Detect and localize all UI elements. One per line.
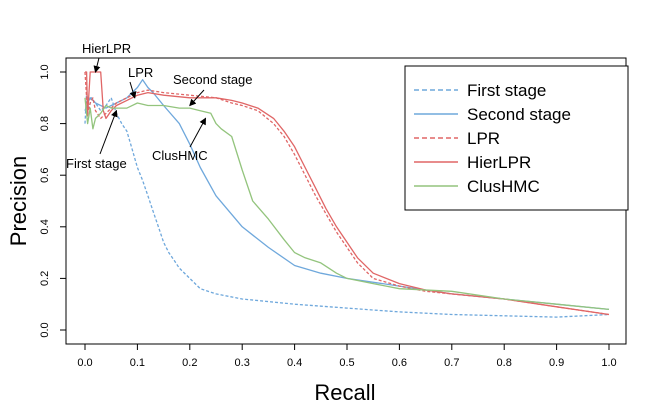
annotation-arrow: [93, 57, 101, 73]
legend-label: LPR: [467, 129, 500, 148]
annotation-label: LPR: [128, 65, 153, 80]
x-tick-label: 0.4: [287, 357, 302, 369]
x-tick-label: 1.0: [601, 357, 616, 369]
series-line-second-stage: [84, 79, 610, 311]
y-tick-label: 0.6: [39, 168, 51, 183]
legend-label: Second stage: [467, 105, 571, 124]
x-axis: 0.0 0.1 0.2 0.3 0.4 0.5 0.6 0.7 0.8 0.9 1.0: [77, 344, 617, 369]
legend-label: First stage: [467, 81, 546, 100]
annotation-label: Second stage: [173, 72, 253, 87]
x-tick-label: 0.1: [130, 357, 145, 369]
annotation-label: ClusHMC: [152, 148, 208, 163]
series-line-lpr: [84, 71, 610, 316]
annotation-arrow: [189, 117, 206, 148]
y-tick-label: 0.2: [39, 271, 51, 286]
legend-label: HierLPR: [467, 153, 531, 172]
annotation-arrow: [189, 89, 205, 107]
annotation-label: First stage: [66, 156, 127, 171]
y-tick-label: 0.4: [39, 219, 51, 234]
x-tick-label: 0.8: [497, 357, 512, 369]
annotations: HierLPR LPR Second stage First stage ClusHMC: [66, 41, 253, 171]
annotation-arrow: [129, 81, 137, 99]
x-tick-label: 0.7: [444, 357, 459, 369]
x-axis-title: Recall: [314, 380, 375, 405]
y-axis-title: Precision: [6, 156, 31, 246]
x-tick-label: 0.5: [339, 357, 354, 369]
x-tick-label: 0.2: [182, 357, 197, 369]
series-line-clushmc: [84, 97, 610, 311]
x-tick-label: 0.9: [549, 357, 564, 369]
x-tick-label: 0.0: [77, 357, 92, 369]
x-tick-label: 0.3: [235, 357, 250, 369]
legend: First stage Second stage LPR HierLPR ClusHMC: [404, 65, 629, 211]
series-line-first-stage: [84, 91, 610, 318]
y-tick-label: 0.0: [39, 322, 51, 337]
y-tick-label: 1.0: [39, 64, 51, 79]
annotation-label: HierLPR: [82, 41, 131, 56]
y-axis: 0.0 0.2 0.4 0.6 0.8 1.0: [39, 64, 66, 338]
x-tick-label: 0.6: [392, 357, 407, 369]
y-tick-label: 0.8: [39, 116, 51, 131]
legend-label: ClusHMC: [467, 177, 540, 196]
annotation-arrow: [99, 109, 118, 155]
